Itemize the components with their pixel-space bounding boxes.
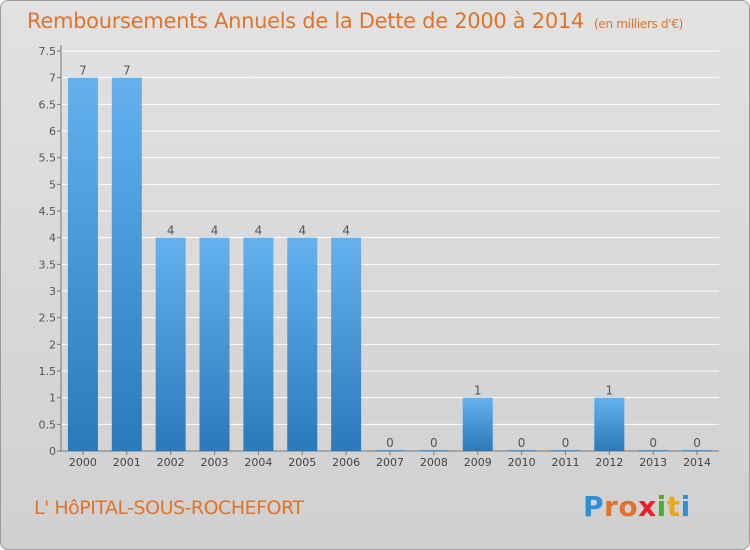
x-tick-label: 2012 [595, 456, 623, 469]
y-tick-label: 0.5 [39, 418, 57, 431]
logo-letter: x [638, 490, 657, 523]
logo-letter: o [618, 490, 639, 523]
x-tick-label: 2010 [508, 456, 536, 469]
x-tick-label: 2006 [332, 456, 360, 469]
x-tick-label: 2014 [683, 456, 711, 469]
x-tick-label: 2000 [69, 456, 97, 469]
bar-2011 [550, 450, 581, 451]
y-tick-label: 4 [49, 232, 56, 245]
bar-value-label: 4 [211, 224, 219, 238]
proxiti-logo: Proxiti [583, 490, 691, 523]
y-tick-label: 3.5 [39, 258, 57, 271]
x-tick-label: 2007 [376, 456, 404, 469]
y-tick-label: 3 [49, 285, 56, 298]
bar-value-label: 4 [342, 224, 350, 238]
y-tick-label: 5 [49, 178, 56, 191]
y-tick-label: 6 [49, 125, 56, 138]
bar-value-label: 4 [255, 224, 263, 238]
bar-value-label: 7 [79, 64, 87, 78]
bar-2013 [638, 450, 669, 451]
x-tick-label: 2004 [244, 456, 272, 469]
bar-value-label: 0 [386, 436, 394, 450]
logo-letter: r [604, 490, 619, 523]
bar-2014 [682, 450, 713, 451]
x-tick-label: 2002 [157, 456, 185, 469]
chart-unit-label: (en milliers d'€) [594, 17, 684, 31]
bar-value-label: 7 [123, 64, 131, 78]
y-tick-label: 2.5 [39, 312, 57, 325]
bar-value-label: 1 [606, 384, 614, 398]
bar-2007 [375, 450, 405, 451]
bar-value-label: 4 [167, 224, 175, 238]
bar-2010 [506, 450, 537, 451]
logo-letter: t [666, 490, 681, 523]
bar-2009 [462, 397, 493, 451]
y-tick-label: 1 [49, 392, 56, 405]
bar-2004 [243, 237, 274, 451]
x-tick-label: 2003 [201, 456, 229, 469]
y-tick-label: 6.5 [39, 98, 57, 111]
commune-name: L' HôPITAL-SOUS-ROCHEFORT [34, 497, 304, 519]
bar-2006 [331, 237, 362, 451]
logo-letter: i [656, 490, 667, 523]
bar-value-label: 4 [298, 224, 306, 238]
y-tick-label: 7 [49, 72, 56, 85]
y-tick-label: 0 [49, 445, 56, 458]
bar-2003 [199, 237, 230, 451]
x-tick-label: 2008 [420, 456, 448, 469]
y-tick-label: 4.5 [39, 205, 57, 218]
logo-letter: P [583, 490, 605, 523]
y-tick-label: 7.5 [39, 45, 57, 58]
bar-value-label: 0 [562, 436, 570, 450]
x-tick-label: 2001 [113, 456, 141, 469]
bar-2001 [111, 77, 142, 452]
y-tick-label: 1.5 [39, 365, 57, 378]
chart-title: Remboursements Annuels de la Dette de 20… [27, 9, 683, 33]
bar-2000 [67, 77, 98, 452]
bar-2005 [287, 237, 318, 451]
bar-value-label: 0 [518, 436, 526, 450]
bar-2002 [155, 237, 186, 451]
x-tick-label: 2011 [551, 456, 579, 469]
bar-value-label: 1 [474, 384, 482, 398]
bar-value-label: 0 [430, 436, 438, 450]
bar-value-label: 0 [649, 436, 657, 450]
bar-value-label: 0 [693, 436, 701, 450]
logo-letter: i [680, 490, 691, 523]
x-tick-label: 2009 [464, 456, 492, 469]
bar-2012 [594, 397, 625, 451]
chart-title-text: Remboursements Annuels de la Dette de 20… [27, 9, 584, 33]
y-tick-label: 2 [49, 338, 56, 351]
y-tick-label: 5.5 [39, 152, 57, 165]
x-tick-label: 2005 [288, 456, 316, 469]
bar-2008 [418, 450, 449, 451]
x-tick-label: 2013 [639, 456, 667, 469]
